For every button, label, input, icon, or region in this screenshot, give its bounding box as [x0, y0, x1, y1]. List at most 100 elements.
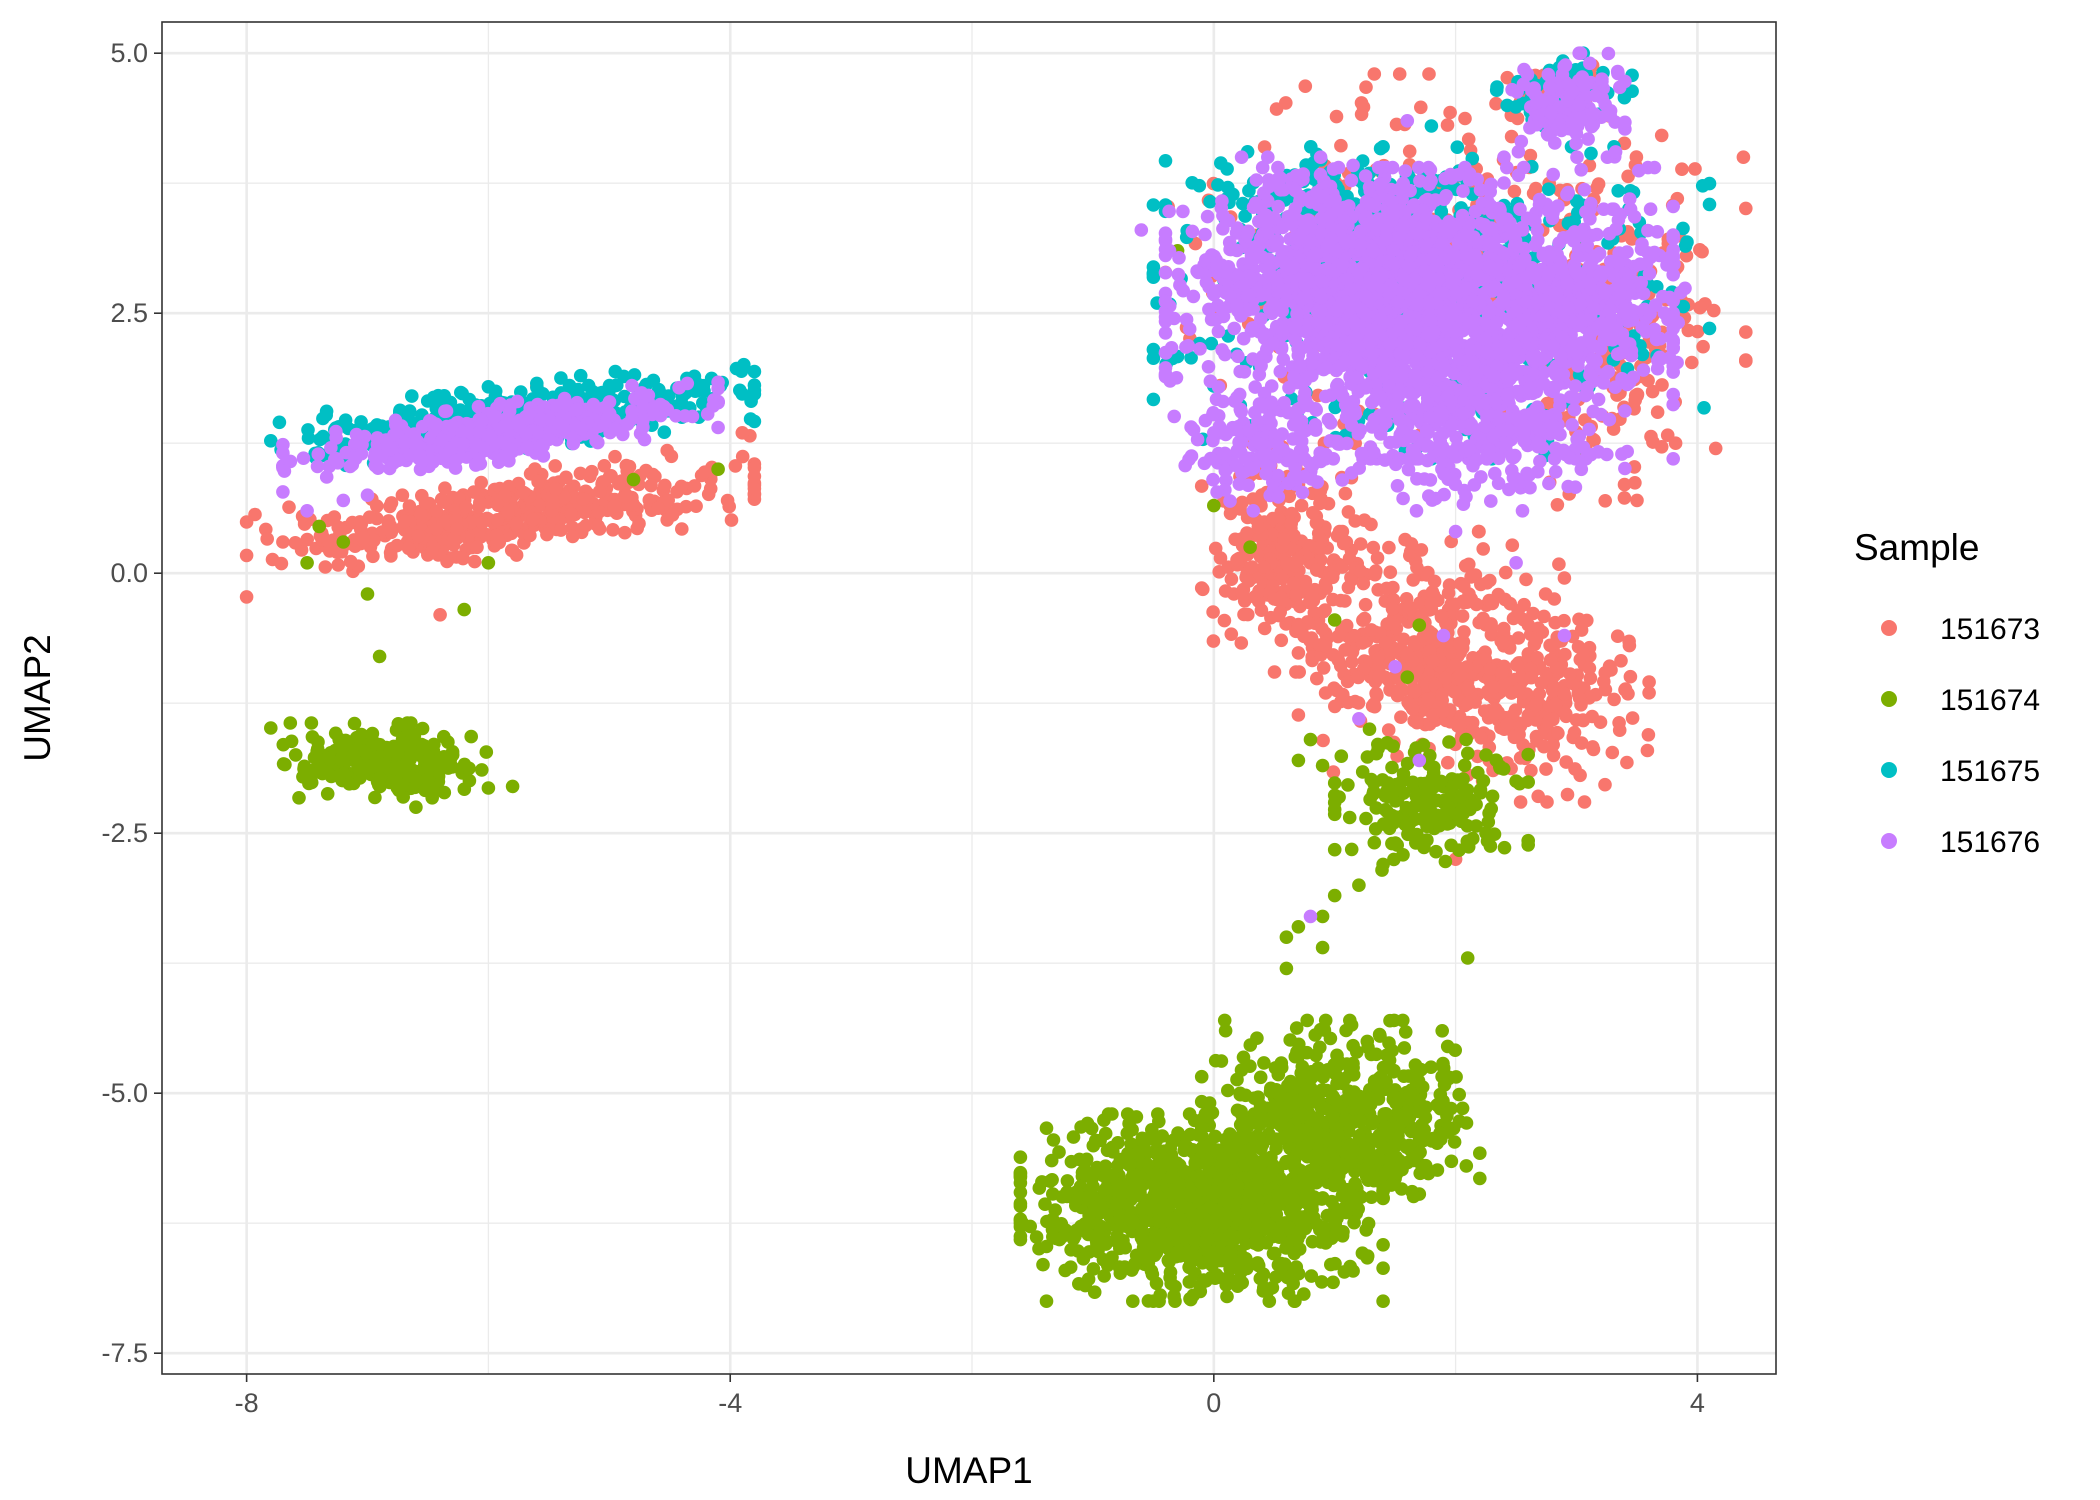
point-151673 [1410, 560, 1424, 575]
point-151674 [1097, 1113, 1111, 1127]
point-151673 [1455, 609, 1470, 623]
point-151673 [559, 470, 573, 485]
point-151673 [1267, 665, 1282, 679]
point-151673 [274, 556, 289, 571]
point-151673 [622, 459, 637, 474]
point-151673 [318, 560, 333, 574]
point-151673 [1577, 795, 1592, 809]
point-151673 [565, 529, 580, 544]
point-151674 [475, 763, 489, 777]
point-151674 [1269, 1270, 1283, 1284]
point-151673 [554, 523, 568, 537]
point-151673 [548, 482, 563, 496]
point-151673 [1693, 243, 1707, 257]
point-151673 [1550, 498, 1565, 512]
point-151674 [1355, 765, 1370, 779]
point-151674 [1442, 735, 1456, 749]
point-151673 [1318, 576, 1333, 591]
point-151674 [1270, 1197, 1284, 1212]
point-151674 [1288, 1294, 1302, 1308]
point-151674 [1385, 760, 1399, 775]
point-151673 [1353, 537, 1368, 551]
point-151674 [1316, 1220, 1331, 1235]
point-151673 [689, 499, 703, 513]
point-151675 [1146, 342, 1161, 357]
point-151673 [1391, 683, 1405, 698]
point-151674 [403, 740, 417, 755]
point-151673 [1526, 606, 1540, 621]
point-151673 [1593, 715, 1608, 729]
point-151674 [304, 716, 319, 730]
point-151673 [1367, 67, 1382, 81]
point-151673 [459, 500, 473, 515]
point-151673 [1372, 669, 1386, 684]
point-151674 [441, 761, 456, 775]
point-151673 [1425, 585, 1440, 599]
point-151673 [429, 522, 444, 536]
point-151674 [1223, 1250, 1238, 1265]
point-151673 [1460, 595, 1474, 609]
point-151673 [1739, 201, 1753, 216]
point-151674 [1376, 1140, 1390, 1155]
point-151674 [1376, 1238, 1390, 1252]
point-151675 [455, 386, 470, 401]
point-151674 [1297, 1169, 1312, 1183]
point-151673 [1267, 592, 1281, 606]
point-151673 [1309, 563, 1324, 577]
point-151674 [1303, 732, 1318, 747]
point-151673 [331, 558, 346, 572]
point-151674 [1105, 1140, 1119, 1155]
point-151673 [1693, 300, 1707, 315]
point-151674 [1343, 1013, 1357, 1028]
point-151674 [1385, 1043, 1399, 1058]
point-151673 [1364, 517, 1378, 532]
point-151673 [1617, 491, 1632, 505]
point-151674 [457, 757, 472, 772]
point-151673 [1329, 109, 1344, 124]
point-151674 [1348, 1190, 1362, 1204]
point-151674 [1099, 1182, 1113, 1196]
point-151673 [1287, 576, 1301, 590]
point-151673 [619, 489, 633, 504]
point-151674 [1110, 1198, 1124, 1212]
point-151673 [1505, 538, 1520, 552]
point-151673 [1357, 611, 1372, 626]
point-151675 [316, 411, 330, 426]
point-151674 [1376, 1294, 1390, 1308]
point-151674 [297, 762, 311, 776]
point-151674 [1283, 1033, 1297, 1047]
point-151674 [1186, 1288, 1201, 1303]
point-151673 [606, 523, 620, 537]
point-151673 [500, 504, 515, 519]
point-151673 [1474, 577, 1488, 592]
point-151674 [1147, 1248, 1162, 1263]
point-151674 [372, 649, 387, 664]
point-151673 [1406, 573, 1420, 587]
point-151674 [1255, 1137, 1270, 1152]
point-151673 [1351, 670, 1365, 685]
point-151674 [336, 535, 351, 549]
point-151673 [576, 492, 590, 506]
point-151673 [1537, 739, 1551, 754]
point-151673 [1298, 79, 1313, 93]
point-151674 [1240, 1157, 1255, 1171]
point-151674 [1327, 842, 1342, 857]
point-151674 [373, 771, 387, 786]
point-151674 [1254, 1271, 1269, 1286]
point-151674 [1327, 888, 1342, 903]
point-151674 [1149, 1276, 1164, 1291]
point-151673 [1434, 609, 1449, 623]
point-151674 [1194, 1176, 1209, 1190]
point-151674 [1054, 1217, 1069, 1231]
point-151673 [1560, 787, 1575, 802]
point-151674 [1211, 1253, 1225, 1268]
point-151673 [1549, 697, 1563, 712]
point-151674 [1327, 776, 1342, 790]
point-151673 [1410, 715, 1424, 730]
point-151673 [1394, 710, 1408, 724]
point-151673 [697, 465, 712, 480]
point-151674 [1234, 1063, 1249, 1077]
point-151674 [1268, 1246, 1282, 1261]
point-151674 [1359, 811, 1373, 826]
point-151673 [591, 519, 605, 533]
